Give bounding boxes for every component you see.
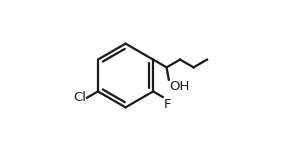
Text: F: F (163, 98, 171, 111)
Text: OH: OH (170, 80, 190, 93)
Text: Cl: Cl (74, 91, 86, 104)
